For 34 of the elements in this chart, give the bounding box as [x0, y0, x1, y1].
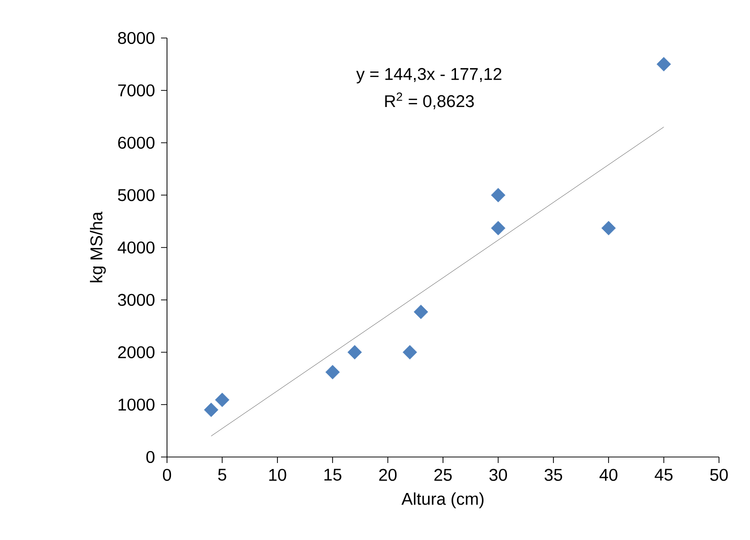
y-tick-label: 2000 — [118, 346, 154, 358]
x-tick-label: 10 — [269, 468, 286, 481]
x-tick-label: 20 — [379, 468, 397, 481]
x-tick-label: 45 — [654, 468, 673, 481]
x-tick-label: 40 — [600, 468, 618, 481]
y-tick-label: 0 — [146, 450, 154, 464]
point — [204, 402, 218, 418]
y-tick-label: 3000 — [118, 294, 154, 306]
annotation: R$^{2}$ = 0,8623 — [385, 92, 474, 110]
point — [491, 220, 506, 236]
y-tick-label: 8000 — [118, 32, 154, 44]
x-tick-label: 35 — [544, 468, 562, 481]
point — [215, 392, 230, 408]
x-tick-label: 5 — [218, 468, 226, 481]
y-tick-label: 5000 — [118, 189, 154, 202]
y-tick-label: 7000 — [118, 84, 154, 96]
point — [347, 345, 362, 360]
point — [601, 220, 616, 236]
y-tick-label: 6000 — [118, 136, 154, 149]
point — [491, 188, 506, 202]
x-tick-label: 0 — [162, 468, 172, 481]
y-axis-title: kg MS/ha — [90, 212, 106, 282]
y-tick-label: 4000 — [118, 241, 154, 254]
x-tick-label: 30 — [489, 468, 507, 481]
x-axis-title: Altura (cm) — [401, 492, 484, 508]
point — [414, 304, 428, 320]
point — [656, 56, 671, 72]
point — [402, 345, 418, 360]
x-tick-label: 50 — [710, 468, 728, 481]
annotation: y = 144,3x - 177,12 — [356, 68, 502, 84]
y-tick-label: 1000 — [118, 398, 154, 411]
x-tick-label: 15 — [324, 468, 342, 481]
x-tick-label: 25 — [434, 468, 452, 481]
point — [325, 364, 340, 380]
